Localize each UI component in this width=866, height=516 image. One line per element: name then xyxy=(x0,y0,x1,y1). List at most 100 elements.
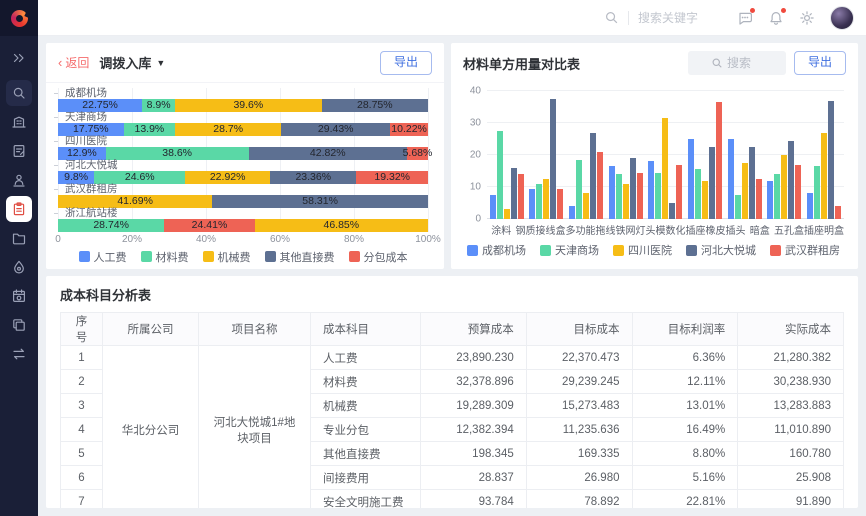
message-icon[interactable] xyxy=(737,7,755,26)
bar[interactable] xyxy=(835,206,842,219)
sidebar-item-nav-search[interactable] xyxy=(6,80,32,106)
bar[interactable] xyxy=(655,172,662,219)
bar-segment[interactable]: 19.32% xyxy=(356,170,428,184)
bar[interactable] xyxy=(489,195,496,219)
bar[interactable] xyxy=(755,179,762,219)
sidebar-item-nav-copies[interactable] xyxy=(6,312,32,338)
bell-icon[interactable] xyxy=(768,7,786,26)
sidebar-item-nav-cost[interactable] xyxy=(6,196,32,222)
bar-segment[interactable]: 42.82% xyxy=(248,146,407,160)
global-search-input[interactable] xyxy=(638,10,748,25)
bar-segment[interactable]: 28.75% xyxy=(321,98,428,112)
legend-item[interactable]: 武汉群租房 xyxy=(770,242,840,258)
legend-item[interactable]: 河北大悦城 xyxy=(686,242,756,258)
bar[interactable] xyxy=(648,161,655,219)
sidebar-item-nav-documents[interactable] xyxy=(6,138,32,164)
bar[interactable] xyxy=(774,174,781,219)
bar-segment[interactable]: 39.6% xyxy=(175,98,322,112)
bar-segment[interactable]: 24.41% xyxy=(164,218,255,232)
bar-segment[interactable]: 28.7% xyxy=(175,122,282,136)
app-logo[interactable] xyxy=(0,0,38,36)
bar-segment[interactable]: 58.31% xyxy=(212,194,428,208)
bar[interactable] xyxy=(536,183,543,219)
legend-item[interactable]: 成都机场 xyxy=(467,242,526,258)
bar[interactable] xyxy=(688,139,695,219)
bar[interactable] xyxy=(496,131,503,219)
bar-segment[interactable]: 29.43% xyxy=(281,122,391,136)
legend-item[interactable]: 人工费 xyxy=(78,249,127,265)
bar[interactable] xyxy=(608,166,615,219)
bar[interactable] xyxy=(727,139,734,219)
bar[interactable] xyxy=(669,203,676,219)
avatar[interactable] xyxy=(830,5,854,30)
legend-item[interactable]: 天津商场 xyxy=(540,242,599,258)
bar-segment[interactable]: 24.6% xyxy=(94,170,186,184)
bar[interactable] xyxy=(734,195,741,219)
legend-item[interactable]: 四川医院 xyxy=(613,242,672,258)
bar[interactable] xyxy=(569,206,576,219)
bar-segment[interactable]: 17.75% xyxy=(58,122,124,136)
bar[interactable] xyxy=(615,174,622,219)
gear-icon[interactable] xyxy=(799,10,815,26)
chart-search-input[interactable] xyxy=(726,56,763,70)
sidebar-item-expand-sidebar[interactable] xyxy=(6,45,32,71)
legend-item[interactable]: 其他直接费 xyxy=(264,249,335,265)
global-search[interactable] xyxy=(604,0,748,35)
bar[interactable] xyxy=(597,151,604,219)
bar[interactable] xyxy=(529,188,536,219)
bar-segment[interactable]: 38.6% xyxy=(105,146,249,160)
bar[interactable] xyxy=(716,102,723,219)
bar-segment[interactable]: 5.68% xyxy=(402,146,433,160)
bar-segment[interactable]: 41.69% xyxy=(58,194,213,208)
bar[interactable] xyxy=(788,140,795,219)
sidebar-item-nav-approvals[interactable] xyxy=(6,167,32,193)
bar-segment[interactable]: 46.85% xyxy=(254,218,428,232)
bar[interactable] xyxy=(702,180,709,219)
bar-segment[interactable]: 13.9% xyxy=(123,122,176,136)
sidebar-item-nav-company[interactable] xyxy=(6,109,32,135)
bar[interactable] xyxy=(503,209,510,219)
bar[interactable] xyxy=(781,155,788,219)
sidebar-item-nav-files[interactable] xyxy=(6,225,32,251)
bar[interactable] xyxy=(662,118,669,219)
bar-segment[interactable]: 10.22% xyxy=(390,122,428,136)
bar[interactable] xyxy=(709,147,716,219)
sidebar-item-nav-transfer[interactable] xyxy=(6,341,32,367)
export-button-right[interactable]: 导出 xyxy=(793,51,846,75)
bar[interactable] xyxy=(622,183,629,219)
bar[interactable] xyxy=(590,132,597,219)
bar-segment[interactable]: 9.8% xyxy=(58,170,95,184)
bar[interactable] xyxy=(795,164,802,219)
bar[interactable] xyxy=(517,174,524,219)
bar-segment[interactable]: 22.92% xyxy=(185,170,271,184)
bar[interactable] xyxy=(629,158,636,219)
bar[interactable] xyxy=(807,193,814,219)
bar[interactable] xyxy=(695,169,702,219)
bar[interactable] xyxy=(814,166,821,219)
legend-item[interactable]: 机械费 xyxy=(202,249,251,265)
legend-item[interactable]: 分包成本 xyxy=(348,249,408,265)
bar[interactable] xyxy=(676,164,683,219)
bar[interactable] xyxy=(583,193,590,219)
legend-item[interactable]: 材料费 xyxy=(140,249,189,265)
bar[interactable] xyxy=(557,188,564,219)
chart-search[interactable] xyxy=(687,51,786,75)
page-title-dropdown[interactable]: 调拨入库 ▼ xyxy=(99,53,165,72)
export-button-left[interactable]: 导出 xyxy=(379,51,432,75)
bar[interactable] xyxy=(543,179,550,219)
bar[interactable] xyxy=(748,147,755,219)
bar-segment[interactable]: 12.9% xyxy=(58,146,106,160)
sidebar-item-nav-resources[interactable] xyxy=(6,254,32,280)
bar[interactable] xyxy=(576,159,583,219)
bar[interactable] xyxy=(828,100,835,219)
bar-segment[interactable]: 28.74% xyxy=(58,218,165,232)
bar[interactable] xyxy=(510,167,517,219)
bar[interactable] xyxy=(741,163,748,219)
back-button[interactable]: ‹ 返回 xyxy=(58,54,89,71)
bar[interactable] xyxy=(550,99,557,219)
bar[interactable] xyxy=(821,132,828,219)
bar[interactable] xyxy=(636,172,643,219)
bar-segment[interactable]: 23.36% xyxy=(270,170,357,184)
sidebar-item-nav-schedule[interactable] xyxy=(6,283,32,309)
bar-segment[interactable]: 8.9% xyxy=(142,98,176,112)
